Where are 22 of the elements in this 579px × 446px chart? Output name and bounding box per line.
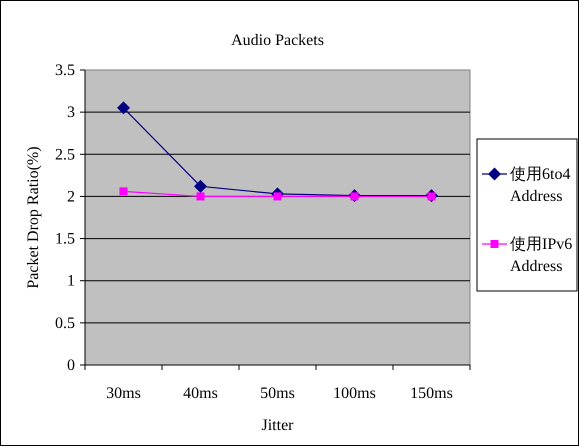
- x-tick-label: 50ms: [260, 385, 295, 402]
- y-tick-label: 0.5: [55, 314, 75, 332]
- point: [196, 192, 204, 200]
- y-tick-label: 3: [67, 104, 75, 122]
- x-tick-label: 150ms: [410, 385, 453, 402]
- x-tick-label: 40ms: [183, 385, 218, 402]
- point: [120, 187, 128, 196]
- x-tick-label: 30ms: [106, 385, 141, 402]
- legend-label: 使用IPv6 Address: [510, 236, 572, 275]
- point: [194, 180, 207, 193]
- point: [117, 101, 130, 114]
- y-tick-label: 2.5: [55, 146, 75, 164]
- y-tick-label: 2: [67, 188, 75, 206]
- legend-label: 使用6to4 Address: [510, 166, 570, 205]
- y-tick-label: 3.5: [55, 62, 75, 79]
- x-axis-title: Jitter: [262, 417, 294, 434]
- chart-title: Audio Packets: [231, 32, 324, 49]
- x-tick-label: 100ms: [333, 385, 376, 402]
- y-axis-title: Packet Drop Ratio(%): [25, 146, 42, 289]
- y-tick-label: 0: [67, 357, 75, 374]
- y-tick-label: 1: [67, 272, 75, 290]
- y-tick-label: 1.5: [55, 230, 75, 248]
